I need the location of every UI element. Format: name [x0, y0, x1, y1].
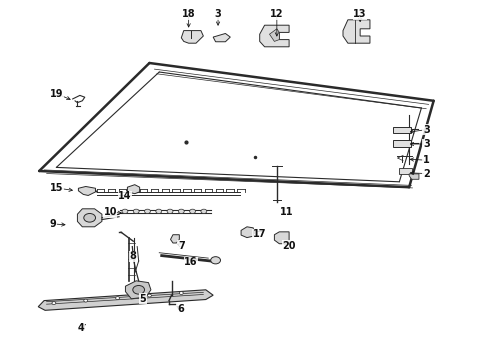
Circle shape — [52, 302, 56, 305]
Circle shape — [84, 299, 88, 302]
Text: 5: 5 — [140, 294, 147, 304]
Circle shape — [178, 209, 184, 213]
Text: 12: 12 — [270, 9, 284, 19]
Polygon shape — [127, 185, 140, 194]
Polygon shape — [393, 140, 411, 147]
Circle shape — [84, 213, 96, 222]
Polygon shape — [38, 290, 213, 310]
Polygon shape — [270, 29, 279, 41]
Circle shape — [133, 209, 139, 213]
Text: 20: 20 — [282, 240, 296, 251]
Text: 1: 1 — [423, 155, 430, 165]
Text: 14: 14 — [118, 191, 132, 201]
Circle shape — [122, 209, 128, 213]
Circle shape — [190, 209, 196, 213]
Text: 17: 17 — [253, 229, 267, 239]
Polygon shape — [181, 31, 203, 43]
Text: 16: 16 — [184, 257, 198, 267]
Circle shape — [145, 209, 150, 213]
Polygon shape — [77, 209, 102, 227]
Text: 8: 8 — [130, 251, 137, 261]
Circle shape — [167, 209, 173, 213]
Text: 2: 2 — [423, 168, 430, 179]
Circle shape — [179, 292, 183, 294]
Text: 10: 10 — [103, 207, 117, 217]
Polygon shape — [171, 235, 179, 243]
Text: 15: 15 — [49, 183, 63, 193]
Polygon shape — [213, 33, 230, 42]
Text: 6: 6 — [177, 303, 184, 314]
Text: 9: 9 — [49, 219, 56, 229]
Circle shape — [211, 257, 220, 264]
Polygon shape — [78, 186, 96, 195]
Text: 4: 4 — [77, 323, 84, 333]
Polygon shape — [409, 174, 419, 179]
Text: 7: 7 — [178, 240, 185, 251]
Polygon shape — [399, 168, 412, 174]
Text: 13: 13 — [353, 9, 367, 19]
Text: 3: 3 — [423, 139, 430, 149]
Polygon shape — [241, 227, 253, 238]
Polygon shape — [393, 127, 411, 133]
Circle shape — [201, 209, 207, 213]
Polygon shape — [125, 281, 151, 299]
Polygon shape — [343, 20, 370, 43]
Text: 3: 3 — [423, 125, 430, 135]
Text: 3: 3 — [215, 9, 221, 19]
Polygon shape — [274, 232, 289, 244]
Circle shape — [147, 294, 151, 297]
Circle shape — [116, 297, 120, 300]
Polygon shape — [260, 25, 289, 47]
Text: 11: 11 — [280, 207, 294, 217]
Circle shape — [133, 285, 145, 294]
Circle shape — [156, 209, 162, 213]
Text: 19: 19 — [49, 89, 63, 99]
Text: 18: 18 — [182, 9, 196, 19]
